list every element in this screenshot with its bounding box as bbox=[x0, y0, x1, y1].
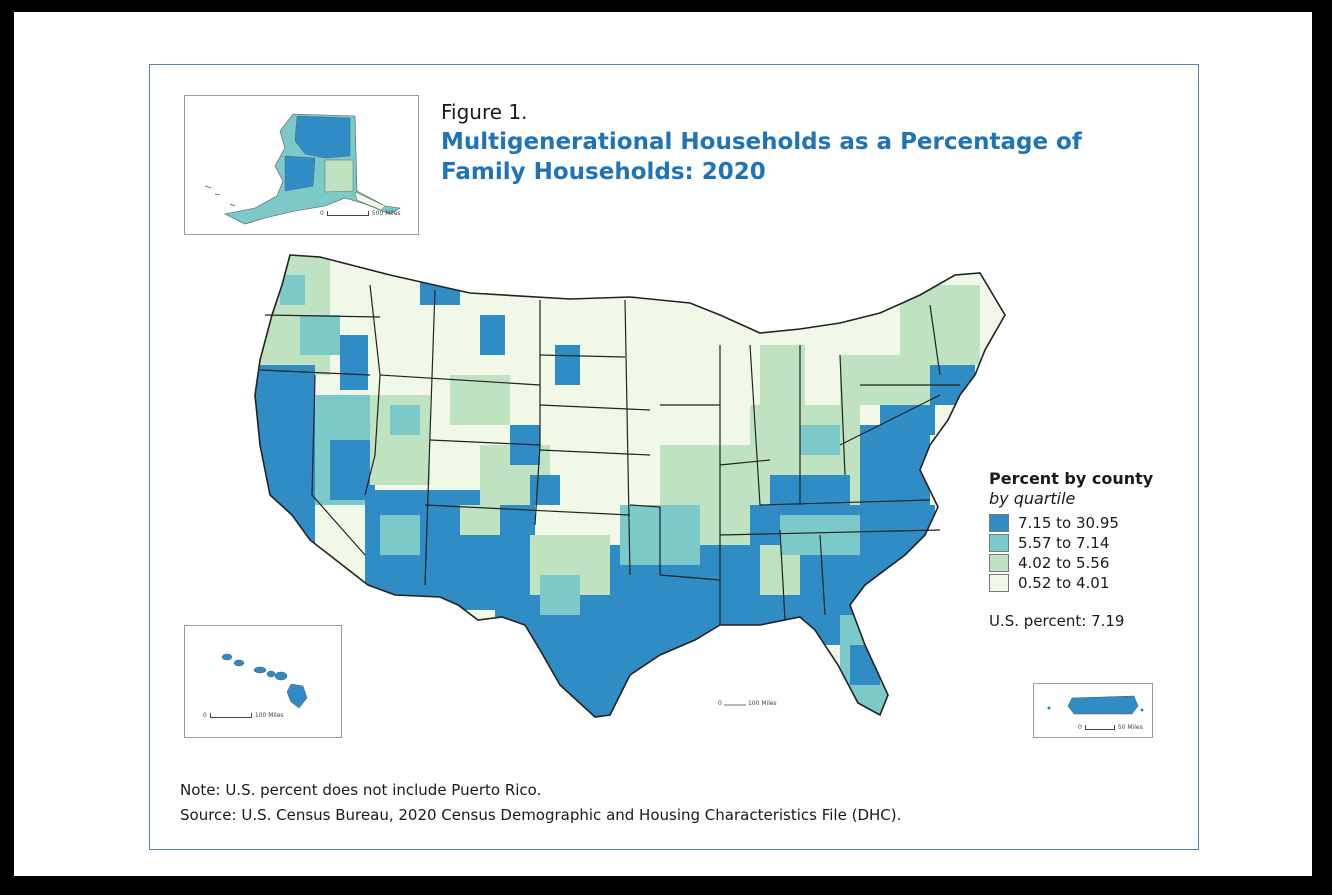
legend-swatch bbox=[989, 554, 1009, 572]
alaska-scale-bar: 0 500 Miles bbox=[320, 210, 401, 217]
legend-swatch bbox=[989, 534, 1009, 552]
figure-label: Figure 1. bbox=[441, 100, 528, 124]
legend-subtitle: by quartile bbox=[989, 489, 1076, 508]
legend-swatch bbox=[989, 574, 1009, 592]
hawaii-scale-bar: 0 100 Miles bbox=[203, 712, 284, 719]
puerto-rico-map bbox=[1047, 695, 1144, 715]
state-boundaries bbox=[259, 284, 960, 625]
mainland-scale-bar: 0 100 Miles bbox=[718, 700, 777, 707]
svg-text:100 Miles: 100 Miles bbox=[748, 700, 777, 707]
puerto-rico-scale-bar: 0 50 Miles bbox=[1078, 724, 1143, 731]
legend-item: 0.52 to 4.01 bbox=[989, 573, 1119, 593]
note-text: Note: U.S. percent does not include Puer… bbox=[180, 781, 542, 799]
legend-item: 5.57 to 7.14 bbox=[989, 533, 1119, 553]
legend: 7.15 to 30.95 5.57 to 7.14 4.02 to 5.56 … bbox=[989, 513, 1119, 593]
legend-title: Percent by county bbox=[989, 469, 1154, 488]
alaska-inset: 0 500 Miles bbox=[184, 95, 419, 235]
source-text: Source: U.S. Census Bureau, 2020 Census … bbox=[180, 806, 902, 824]
legend-label: 7.15 to 30.95 bbox=[1018, 514, 1119, 532]
contiguous-us-map: 0 100 Miles bbox=[254, 254, 1006, 718]
legend-item: 7.15 to 30.95 bbox=[989, 513, 1119, 533]
legend-label: 4.02 to 5.56 bbox=[1018, 554, 1110, 572]
legend-label: 0.52 to 4.01 bbox=[1018, 574, 1110, 592]
figure-title: Multigenerational Households as a Percen… bbox=[441, 129, 1082, 185]
hawaii-inset: 0 100 Miles bbox=[184, 625, 342, 738]
svg-text:0: 0 bbox=[718, 700, 722, 707]
alaska-map bbox=[204, 113, 401, 225]
puerto-rico-inset: 0 50 Miles bbox=[1033, 683, 1153, 738]
us-outline bbox=[254, 254, 1006, 718]
legend-swatch bbox=[989, 514, 1009, 532]
hawaii-map bbox=[221, 653, 308, 709]
legend-item: 4.02 to 5.56 bbox=[989, 553, 1119, 573]
legend-label: 5.57 to 7.14 bbox=[1018, 534, 1110, 552]
us-percent: U.S. percent: 7.19 bbox=[989, 612, 1125, 630]
